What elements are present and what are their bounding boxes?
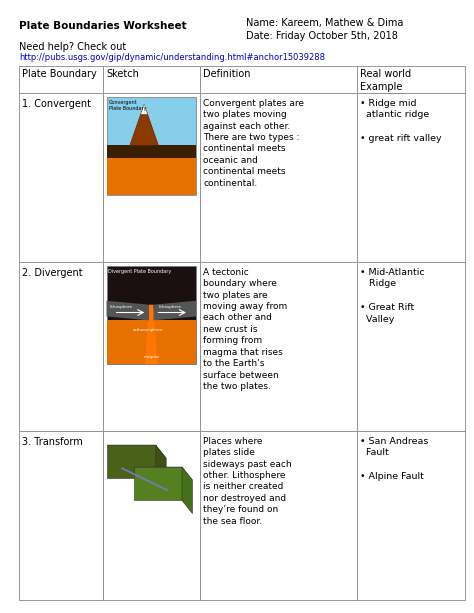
- Text: • San Andreas
  Fault

• Alpine Fault: • San Andreas Fault • Alpine Fault: [360, 436, 428, 481]
- Polygon shape: [107, 301, 149, 321]
- Bar: [103, 430, 200, 600]
- Text: • Ridge mid
  atlantic ridge

• great rift valley: • Ridge mid atlantic ridge • great rift …: [360, 99, 442, 143]
- Polygon shape: [108, 445, 155, 479]
- Bar: [107, 267, 196, 365]
- Text: Plate Boundary: Plate Boundary: [22, 69, 97, 79]
- Text: Convergent plates are
two plates moving
against each other.
There are two types : Convergent plates are two plates moving …: [203, 99, 304, 188]
- Text: • Mid-Atlantic
   Ridge

• Great Rift
  Valley: • Mid-Atlantic Ridge • Great Rift Valley: [360, 268, 425, 324]
- Bar: [200, 93, 357, 262]
- Text: lithosphere: lithosphere: [109, 305, 132, 310]
- Text: http://pubs.usgs.gov/gip/dynamic/understanding.html#anchor15039288: http://pubs.usgs.gov/gip/dynamic/underst…: [19, 53, 325, 62]
- Bar: [107, 97, 196, 196]
- Polygon shape: [134, 467, 182, 500]
- Polygon shape: [108, 445, 166, 459]
- Bar: [103, 93, 200, 262]
- Polygon shape: [130, 104, 158, 145]
- Polygon shape: [155, 445, 166, 492]
- Text: lithosphere: lithosphere: [158, 305, 182, 310]
- Text: Sketch: Sketch: [106, 69, 139, 79]
- Text: 1. Convergent: 1. Convergent: [22, 99, 91, 109]
- Text: magma: magma: [143, 354, 159, 359]
- Bar: [19, 430, 103, 600]
- Bar: [200, 262, 357, 430]
- Bar: [19, 66, 103, 93]
- Text: Definition: Definition: [203, 69, 251, 79]
- Bar: [19, 262, 103, 430]
- Text: A tectonic
boundary where
two plates are
moving away from
each other and
new cru: A tectonic boundary where two plates are…: [203, 268, 287, 391]
- Polygon shape: [141, 104, 147, 114]
- Text: Plate Boundaries Worksheet: Plate Boundaries Worksheet: [19, 21, 187, 31]
- Bar: [357, 93, 465, 262]
- Bar: [357, 430, 465, 600]
- Text: 3. Transform: 3. Transform: [22, 436, 83, 447]
- Bar: [103, 66, 200, 93]
- Polygon shape: [154, 301, 196, 321]
- Bar: [200, 66, 357, 93]
- Bar: [107, 321, 196, 365]
- Bar: [19, 93, 103, 262]
- Text: asthenosphere: asthenosphere: [132, 328, 163, 332]
- Bar: [107, 158, 196, 196]
- Text: Name: Kareem, Mathew & Dima: Name: Kareem, Mathew & Dima: [246, 18, 404, 28]
- Text: 2. Divergent: 2. Divergent: [22, 268, 83, 278]
- Text: Real world
Example: Real world Example: [360, 69, 411, 93]
- Text: Places where
plates slide
sideways past each
other. Lithosphere
is neither creat: Places where plates slide sideways past …: [203, 436, 292, 526]
- Polygon shape: [134, 467, 192, 480]
- Text: Divergent Plate Boundary: Divergent Plate Boundary: [108, 269, 172, 274]
- Polygon shape: [182, 467, 192, 514]
- Bar: [357, 66, 465, 93]
- Polygon shape: [145, 305, 157, 365]
- Bar: [103, 262, 200, 430]
- Text: Date: Friday October 5th, 2018: Date: Friday October 5th, 2018: [246, 31, 398, 40]
- Text: Convergent
Plate Boundary: Convergent Plate Boundary: [109, 100, 147, 111]
- Bar: [107, 145, 196, 158]
- Bar: [357, 262, 465, 430]
- Text: Need help? Check out: Need help? Check out: [19, 42, 126, 51]
- Bar: [200, 430, 357, 600]
